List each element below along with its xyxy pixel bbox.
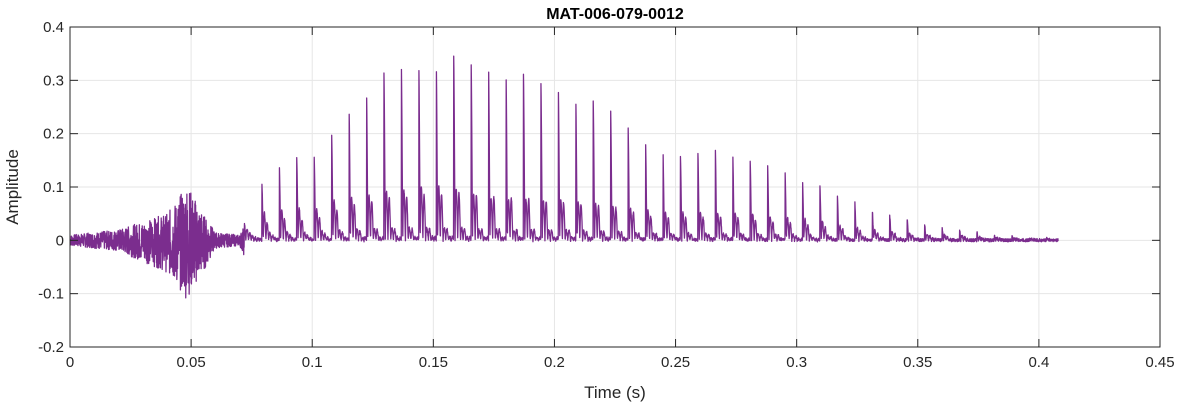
y-tick-label: -0.2 [38,339,64,356]
y-tick-label: 0 [56,232,64,249]
waveform-line [69,55,1059,299]
x-tick-label: 0.05 [177,354,206,371]
x-tick-label: 0 [66,354,74,371]
x-tick-label: 0.2 [544,354,565,371]
x-tick-labels: 0 0.05 0.1 0.15 0.2 0.25 0.3 0.35 0.4 0.45 [66,354,1175,371]
y-tick-label: 0.3 [43,72,64,89]
x-tick-label: 0.4 [1028,354,1049,371]
y-tick-label: 0.4 [43,19,64,36]
x-tick-label: 0.25 [661,354,690,371]
x-tick-label: 0.3 [786,354,807,371]
y-tick-label: -0.1 [38,286,64,303]
x-tick-label: 0.1 [302,354,323,371]
chart-title: MAT-006-079-0012 [546,6,684,23]
x-tick-label: 0.15 [419,354,448,371]
x-tick-label: 0.35 [903,354,932,371]
tick-marks [69,26,1161,348]
x-axis-label: Time (s) [584,383,646,402]
y-tick-label: 0.2 [43,126,64,143]
y-tick-labels: -0.2 -0.1 0 0.1 0.2 0.3 0.4 [38,19,64,356]
x-tick-label: 0.45 [1145,354,1174,371]
y-axis-label: Amplitude [3,149,22,225]
waveform-series [69,55,1059,299]
y-tick-label: 0.1 [43,179,64,196]
